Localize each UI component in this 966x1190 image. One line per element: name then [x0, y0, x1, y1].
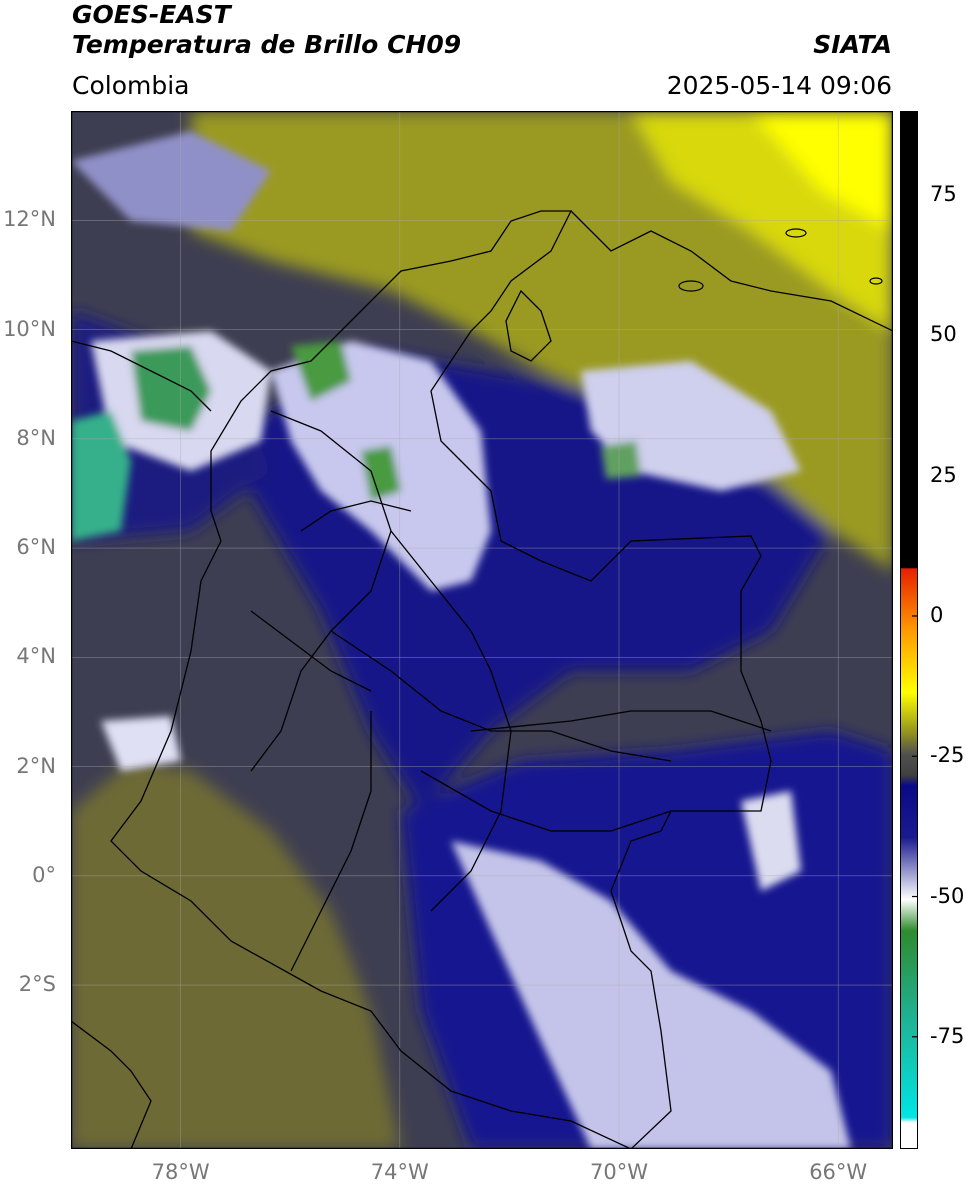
borders: [71, 210, 893, 1149]
satellite-title: GOES-EAST: [72, 0, 231, 29]
panama-coast: [71, 340, 212, 412]
internal-dept-2: [390, 530, 512, 912]
longitude-label: 74°W: [370, 1160, 429, 1184]
longitude-label: 70°W: [590, 1160, 648, 1184]
yellow-core-ne: [751, 111, 893, 231]
colorbar-ticks: [912, 194, 918, 1038]
cold-top-green-3: [361, 446, 401, 501]
region-label: Colombia: [72, 71, 190, 100]
internal-dept-1: [250, 410, 392, 772]
maracaibo-lake: [505, 289, 552, 362]
internal-dept-7: [300, 500, 412, 532]
islands: [678, 228, 883, 292]
longitude-label: 78°W: [151, 1160, 210, 1184]
colorbar-tick-label: 75: [930, 182, 957, 207]
colorbar-tick-label: -50: [930, 883, 965, 908]
internal-dept-5: [470, 710, 772, 732]
colorbar-tick-label: 50: [930, 322, 957, 347]
map-frame: [71, 111, 893, 1149]
latitude-label: 2°N: [16, 753, 56, 778]
latitude-label: 0°: [32, 862, 56, 887]
cold-top-green-4: [601, 441, 641, 479]
longitude-label: 66°W: [809, 1160, 868, 1184]
latitude-label: 2°S: [18, 972, 56, 997]
convective-cell-east: [741, 791, 801, 891]
convective-cluster-caribbean: [71, 131, 271, 231]
latitude-label: 12°N: [3, 207, 56, 232]
colorbar-tick-label: 25: [930, 462, 957, 487]
island-1: [678, 280, 704, 292]
colorbar-tick-label: -75: [930, 1023, 965, 1048]
olive-region-sw: [71, 761, 401, 1149]
timestamp-label: 2025-05-14 09:06: [666, 71, 892, 100]
ecuador-peru-coast: [71, 1020, 152, 1149]
cold-top-green-1: [131, 346, 211, 431]
colorbar-tick-label: -25: [930, 743, 965, 768]
latitude-label: 10°N: [3, 316, 56, 341]
latitude-label: 4°N: [16, 644, 56, 669]
cold-top-green-2: [291, 341, 351, 401]
latitude-label: 6°N: [16, 535, 56, 560]
internal-dept-3: [330, 630, 672, 762]
latitude-label: 8°N: [16, 425, 56, 450]
satellite-map[interactable]: [71, 111, 893, 1149]
internal-dept-4: [290, 711, 372, 972]
colorbar: [900, 111, 918, 1149]
island-3: [869, 277, 883, 285]
agency-label: SIATA: [813, 30, 892, 59]
cold-top-teal-1: [71, 411, 131, 541]
island-2: [785, 228, 807, 238]
internal-dept-8: [250, 610, 372, 692]
product-title: Temperatura de Brillo CH09: [72, 30, 462, 59]
venezuela-coast: [570, 210, 893, 332]
convective-cell-pacific: [101, 716, 181, 771]
colombia-border-west: [110, 330, 632, 1149]
internal-dept-6: [420, 770, 672, 832]
convective-cluster-south: [451, 841, 851, 1149]
colorbar-gradient: [900, 111, 918, 1149]
colorbar-tick-label: 0: [930, 602, 944, 627]
graticule: [71, 111, 893, 1149]
